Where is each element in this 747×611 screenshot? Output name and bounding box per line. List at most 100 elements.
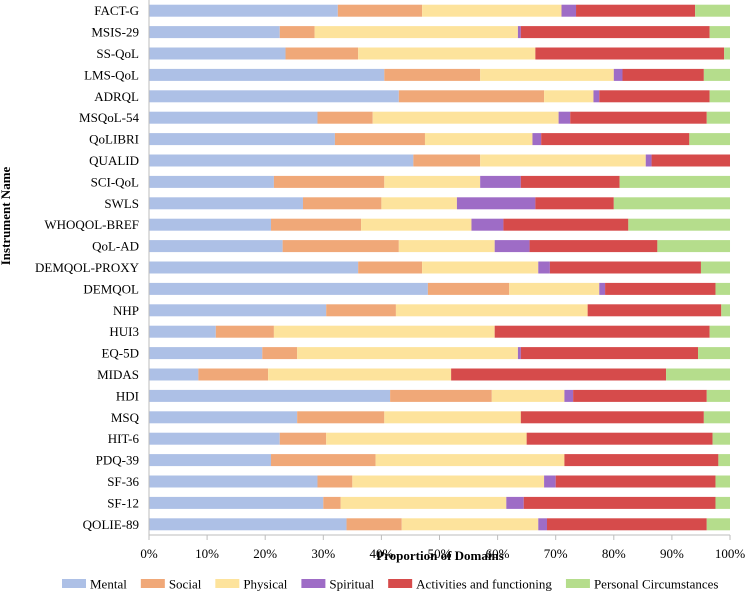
bar-segment <box>149 111 318 124</box>
y-tick-label: SWLS <box>104 196 139 211</box>
x-axis-title: Proportion of Domains <box>376 548 504 563</box>
bar-segment <box>149 68 385 81</box>
y-tick-label: DEMQOL <box>83 281 139 296</box>
legend-label: Spiritual <box>329 577 374 592</box>
bar-segment <box>709 325 730 338</box>
bar-segment <box>480 154 646 167</box>
bar-segment <box>149 325 216 338</box>
y-tick-label: EQ-5D <box>101 346 139 361</box>
y-tick-label: ADRQL <box>94 89 139 104</box>
legend-label: Social <box>169 577 202 592</box>
bar-segment <box>262 347 298 360</box>
bar-segment <box>149 304 327 317</box>
bar-segment <box>149 411 298 424</box>
bar-segment <box>544 90 594 103</box>
y-tick-label: NHP <box>113 303 139 318</box>
bar-segment <box>340 496 507 509</box>
bar-segment <box>149 347 263 360</box>
legend-label: Activities and functioning <box>416 577 552 592</box>
bar-segment <box>395 304 588 317</box>
x-tick-label: 60% <box>486 546 510 561</box>
bar-segment <box>706 389 730 402</box>
bar-segment <box>709 90 730 103</box>
bar-segment <box>456 197 536 210</box>
bar-segment <box>535 47 725 60</box>
bar-segment <box>494 325 710 338</box>
y-tick-label: QoLIBRI <box>89 132 139 147</box>
y-tick-label: HUI3 <box>109 324 139 339</box>
bar-segment <box>268 368 452 381</box>
bar-segment <box>520 347 699 360</box>
bar-segment <box>651 154 730 167</box>
bar-segment <box>494 240 530 253</box>
bar-segment <box>666 368 730 381</box>
bar-segment <box>546 518 707 531</box>
bar-segment <box>721 304 730 317</box>
y-tick-label: QOLIE-89 <box>83 517 139 532</box>
bar-segment <box>424 133 533 146</box>
bar-segment <box>698 347 730 360</box>
x-tick-label: 10% <box>195 546 219 561</box>
bar-segment <box>273 325 495 338</box>
bar-segment <box>422 4 562 17</box>
bar-segment <box>198 368 269 381</box>
bar-segment <box>576 4 696 17</box>
bar-segment <box>555 475 716 488</box>
y-tick-label: WHOQOL-BREF <box>44 217 139 232</box>
bar-segment <box>538 261 550 274</box>
bar-segment <box>273 175 385 188</box>
x-tick-label: 80% <box>602 546 626 561</box>
legend-label: Personal Circumstances <box>594 577 719 592</box>
bar-segment <box>149 90 399 103</box>
bar-segment <box>323 496 341 509</box>
bar-segment <box>718 454 730 467</box>
bar-segment <box>381 197 457 210</box>
y-tick-label: LMS-QoL <box>84 67 139 82</box>
bar-segment <box>706 518 730 531</box>
bar-segment <box>149 26 280 39</box>
bar-segment <box>628 218 730 231</box>
bar-segment <box>587 304 722 317</box>
x-tick-label: 40% <box>369 546 393 561</box>
bar-segment <box>358 261 423 274</box>
x-tick-label: 50% <box>428 546 452 561</box>
bar-segment <box>149 175 274 188</box>
bar-segment <box>491 389 565 402</box>
bar-segment <box>346 518 402 531</box>
axes-layer <box>148 0 731 540</box>
bar-segment <box>326 304 396 317</box>
bar-segment <box>613 197 730 210</box>
bar-segment <box>149 454 272 467</box>
y-tick-label: SCI-QoL <box>91 174 139 189</box>
bar-segment <box>517 26 521 39</box>
bar-segment <box>149 47 286 60</box>
bar-segment <box>375 454 565 467</box>
bar-segment <box>517 347 521 360</box>
bar-segment <box>703 411 730 424</box>
bar-segment <box>451 368 667 381</box>
bar-segment <box>622 68 704 81</box>
labels-layer: FACT-G MSIS-29 SS-QoL LMS-QoL ADRQL MSQoL-54 Q… <box>35 3 745 561</box>
x-tick-label: 0% <box>140 546 158 561</box>
bar-segment <box>613 68 623 81</box>
x-tick-label: 100% <box>715 546 746 561</box>
bar-segment <box>149 197 303 210</box>
bar-segment <box>523 496 716 509</box>
bar-segment <box>645 154 652 167</box>
bar-segment <box>529 240 658 253</box>
bar-segment <box>503 218 629 231</box>
y-tick-label: HIT-6 <box>108 431 140 446</box>
bar-segment <box>471 218 504 231</box>
bar-segment <box>285 47 359 60</box>
bar-segment <box>384 68 481 81</box>
bar-segment <box>372 111 559 124</box>
bar-segment <box>715 496 730 509</box>
bar-segment <box>657 240 731 253</box>
bars-layer <box>149 4 731 531</box>
bar-segment <box>302 197 382 210</box>
bar-segment <box>564 454 719 467</box>
y-axis-title: Instrument Name <box>0 166 13 265</box>
bar-segment <box>427 282 510 295</box>
bar-segment <box>715 475 730 488</box>
